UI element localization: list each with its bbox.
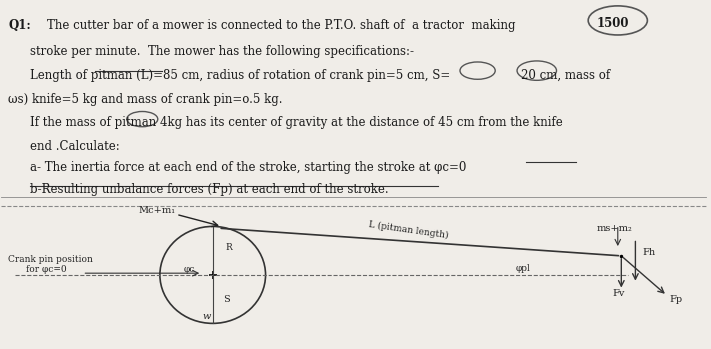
Text: ms+m₂: ms+m₂ — [597, 224, 632, 233]
Text: b-Resulting unbalance forces (Fp) at each end of the stroke.: b-Resulting unbalance forces (Fp) at eac… — [30, 183, 388, 196]
Text: S: S — [223, 295, 230, 304]
Text: a- The inertia force at each end of the stroke, starting the stroke at φc=0: a- The inertia force at each end of the … — [30, 161, 466, 174]
Text: L (pitman length): L (pitman length) — [368, 220, 449, 240]
Text: R: R — [225, 243, 232, 252]
Text: for φc=0: for φc=0 — [26, 265, 67, 274]
Text: stroke per minute.  The mower has the following specifications:-: stroke per minute. The mower has the fol… — [30, 45, 414, 58]
Text: ωs) knife=5 kg and mass of crank pin=o.5 kg.: ωs) knife=5 kg and mass of crank pin=o.5… — [9, 93, 283, 106]
Text: The cutter bar of a mower is connected to the P.T.O. shaft of  a tractor  making: The cutter bar of a mower is connected t… — [47, 19, 515, 32]
Text: Crank pin position: Crank pin position — [9, 255, 93, 264]
Text: end .Calculate:: end .Calculate: — [30, 140, 119, 153]
Text: φpl: φpl — [515, 264, 530, 273]
Text: Fh: Fh — [643, 248, 656, 257]
Text: φc: φc — [183, 265, 195, 274]
Text: If the mass of pitman 4kg has its center of gravity at the distance of 45 cm fro: If the mass of pitman 4kg has its center… — [30, 116, 562, 129]
Text: Q1:: Q1: — [9, 19, 31, 32]
Text: Mc+m₁: Mc+m₁ — [139, 206, 176, 215]
Text: Length of pitman (L)=85 cm, radius of rotation of crank pin=5 cm, S=: Length of pitman (L)=85 cm, radius of ro… — [30, 69, 450, 82]
Text: Fv: Fv — [613, 289, 625, 298]
Text: w: w — [202, 312, 210, 321]
Text: 1500: 1500 — [597, 17, 629, 30]
Text: 20 cm, mass of: 20 cm, mass of — [520, 69, 610, 82]
Text: Fp: Fp — [669, 295, 683, 304]
